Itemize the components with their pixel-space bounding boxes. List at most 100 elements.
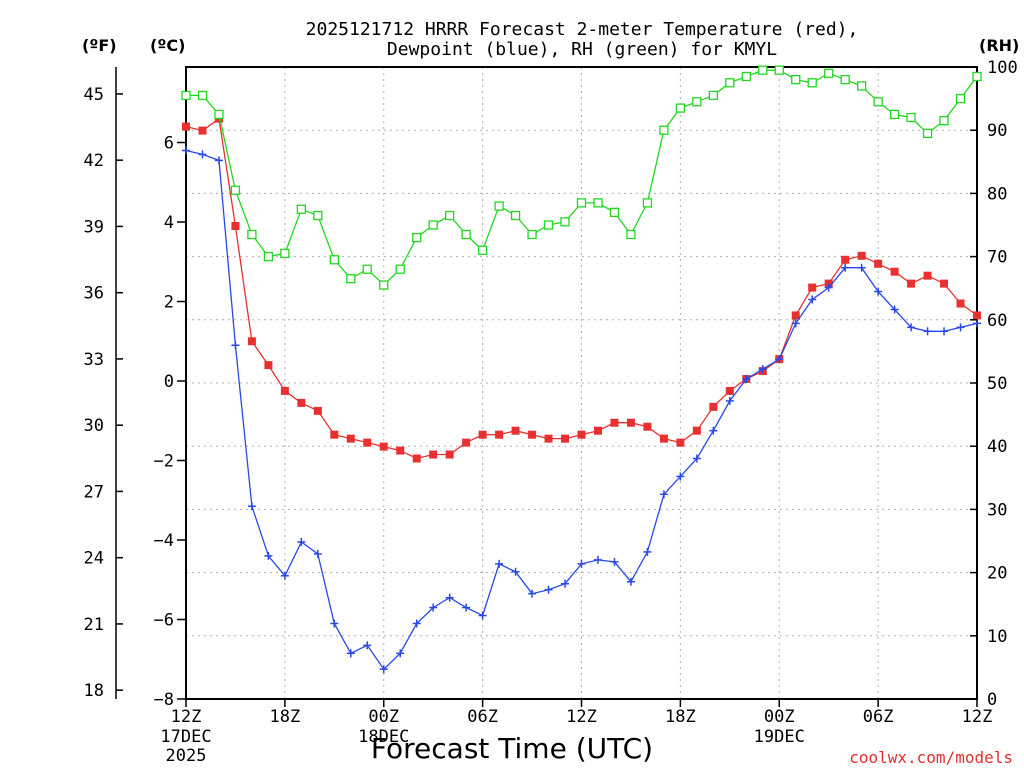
rh-point: [362, 264, 372, 274]
temperature-point: [264, 361, 273, 370]
tick-labels: 6420−2−4−6−84542393633302724211810090807…: [84, 58, 1018, 766]
dewpoint-point: [907, 323, 916, 332]
rh-point: [576, 198, 587, 208]
rh-point: [922, 128, 933, 139]
rh-point: [873, 97, 883, 107]
temperature-point: [890, 267, 899, 276]
rh-tick-label: 20: [987, 564, 1007, 584]
fahrenheit-tick-label: 45: [84, 85, 104, 105]
rh-point: [560, 217, 570, 227]
fahrenheit-tick-label: 21: [84, 615, 104, 635]
celsius-tick-label: −6: [154, 611, 174, 631]
temperature-point: [412, 454, 421, 463]
rh-point: [741, 71, 751, 82]
celsius-tick-label: −8: [154, 690, 174, 710]
temperature-point: [956, 299, 965, 308]
x-tick-label-time: 12Z: [171, 707, 202, 727]
x-tick-label-date: 18DEC: [358, 727, 409, 747]
rh-point: [296, 204, 307, 214]
rh-tick-label: 80: [987, 184, 1007, 204]
dewpoint-point: [445, 593, 454, 602]
dewpoint-point: [561, 579, 570, 588]
rh-point: [939, 116, 949, 126]
temperature-point: [379, 442, 388, 451]
temperature-point: [330, 430, 339, 439]
dewpoint-point: [247, 502, 256, 511]
rh-tick-label: 50: [987, 374, 1007, 394]
dewpoint-point: [725, 396, 734, 405]
temperature-point: [363, 438, 372, 447]
fahrenheit-tick-label: 30: [84, 416, 104, 436]
rh-tick-label: 90: [987, 121, 1007, 141]
rh-point: [626, 229, 636, 240]
dewpoint-point: [593, 555, 602, 564]
dewpoint-point: [182, 146, 190, 155]
fahrenheit-tick-label: 36: [84, 284, 104, 304]
fahrenheit-tick-label: 24: [84, 549, 104, 569]
dewpoint-point: [330, 619, 339, 628]
dewpoint-point: [775, 355, 784, 364]
rh-tick-label: 60: [987, 311, 1007, 331]
fahrenheit-tick-label: 33: [84, 350, 104, 370]
dewpoint-point: [511, 567, 520, 576]
fahrenheit-tick-label: 39: [84, 217, 104, 237]
temperature-point: [808, 283, 817, 292]
x-tick-label-time: 12Z: [962, 707, 993, 727]
rh-point: [395, 264, 405, 274]
temperature-point: [923, 271, 932, 280]
rh-point: [675, 103, 686, 113]
celsius-tick-label: 2: [164, 293, 174, 313]
temperature-point: [940, 279, 949, 288]
dewpoint-point: [626, 577, 635, 586]
rh-point: [461, 229, 471, 240]
dewpoint-point: [890, 305, 899, 314]
rh-point: [247, 229, 257, 240]
rh-point: [807, 78, 817, 88]
rh-point: [609, 207, 620, 218]
temperature-point: [659, 434, 668, 443]
dewpoint-point: [857, 263, 866, 272]
data-series: [181, 65, 982, 674]
dewpoint-point: [676, 472, 685, 481]
rh-point: [955, 93, 966, 104]
rh-tick-label: 70: [987, 248, 1007, 268]
rh-point: [428, 220, 438, 230]
chart-title-line2: Dewpoint (blue), RH (green) for KMYL: [387, 39, 777, 60]
x-axis-label: Forecast Time (UTC): [371, 732, 653, 765]
temperature-point: [626, 418, 635, 427]
dewpoint-point: [973, 319, 981, 328]
dewpoint-point: [280, 571, 289, 580]
temperature-point: [973, 311, 981, 320]
celsius-tick-label: −4: [154, 531, 174, 551]
x-tick-label-time: 06Z: [863, 707, 894, 727]
dewpoint-point: [923, 327, 932, 336]
celsius-tick-label: −2: [154, 452, 174, 472]
rh-unit-label: (RH): [979, 36, 1019, 55]
rh-point: [197, 90, 208, 101]
rh-point: [856, 81, 867, 91]
celsius-unit-label: (ºC): [150, 36, 185, 55]
rh-point: [708, 90, 718, 101]
dewpoint-point: [874, 287, 883, 296]
temperature-point: [429, 450, 438, 459]
dewpoint-point: [231, 341, 240, 350]
rh-tick-label: 30: [987, 500, 1007, 520]
dewpoint-point: [313, 549, 322, 558]
temperature-point: [231, 221, 240, 230]
temperature-point: [643, 422, 652, 431]
dewpoint-point: [495, 559, 504, 568]
temperature-point: [346, 434, 355, 443]
rh-point: [379, 280, 389, 290]
rh-point: [230, 185, 241, 195]
rh-point: [906, 112, 916, 123]
dewpoint-point: [742, 375, 751, 384]
rh-point: [593, 198, 603, 208]
rh-tick-label: 0: [987, 690, 997, 710]
x-tick-label-year: 2025: [166, 746, 207, 766]
temperature-point: [561, 434, 570, 443]
rh-point: [824, 68, 834, 78]
rh-point: [527, 229, 537, 240]
rh-point: [477, 245, 488, 255]
dewpoint-point: [692, 454, 701, 463]
